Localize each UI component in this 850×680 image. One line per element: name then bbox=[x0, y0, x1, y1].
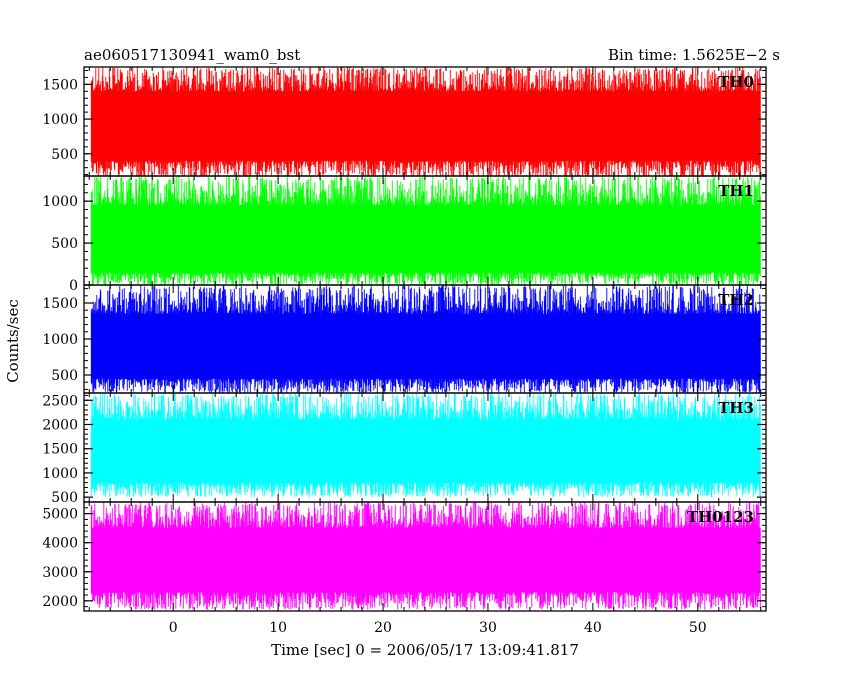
y-tick-label: 2000 bbox=[42, 594, 78, 610]
y-tick-label: 500 bbox=[51, 236, 78, 252]
x-tick-label: 10 bbox=[269, 620, 287, 636]
y-tick-label: 3000 bbox=[42, 565, 78, 581]
trace-th0123 bbox=[90, 502, 761, 610]
y-tick-label: 2000 bbox=[42, 417, 78, 433]
panel-th0123: 2000 3000 4000 5000 TH0123 bbox=[42, 501, 767, 612]
y-tick-label: 500 bbox=[51, 368, 78, 384]
header-bin-time: Bin time: 1.5625E−2 s bbox=[608, 46, 780, 64]
x-axis-label: Time [sec] 0 = 2006/05/17 13:09:41.817 bbox=[271, 641, 579, 659]
y-tick-label: 5000 bbox=[42, 507, 78, 523]
x-tick-label: 30 bbox=[479, 620, 497, 636]
panel-th1: 0 500 1000 TH1 bbox=[42, 175, 767, 294]
trace-th1 bbox=[90, 176, 761, 285]
y-tick-label: 500 bbox=[51, 147, 78, 163]
panel-th2: 500 1000 1500 TH2 bbox=[42, 284, 767, 394]
trace-th3 bbox=[90, 393, 761, 498]
x-tick-label: 20 bbox=[374, 620, 392, 636]
trace-th0 bbox=[90, 67, 761, 176]
x-tick-label: 0 bbox=[169, 620, 178, 636]
y-tick-label: 0 bbox=[69, 278, 78, 294]
y-tick-label: 1500 bbox=[42, 296, 78, 312]
panel-th3: 500 1000 1500 2000 2500 TH3 bbox=[42, 392, 767, 506]
y-tick-label: 500 bbox=[51, 490, 78, 506]
series-label: TH0123 bbox=[687, 508, 754, 526]
y-tick-label: 2500 bbox=[42, 393, 78, 409]
y-axis-label: Counts/sec bbox=[4, 299, 22, 383]
panel-th0: 500 1000 1500 TH0 bbox=[42, 66, 767, 177]
y-tick-label: 1500 bbox=[42, 442, 78, 458]
x-tick-label: 50 bbox=[689, 620, 707, 636]
series-label: TH2 bbox=[718, 291, 754, 309]
x-tick-label: 40 bbox=[584, 620, 602, 636]
y-tick-label: 1000 bbox=[42, 466, 78, 482]
y-tick-label: 1500 bbox=[42, 77, 78, 93]
header-filename: ae060517130941_wam0_bst bbox=[84, 46, 300, 64]
y-tick-label: 1000 bbox=[42, 332, 78, 348]
series-label: TH0 bbox=[718, 73, 754, 91]
trace-th2 bbox=[90, 285, 761, 393]
y-tick-label: 1000 bbox=[42, 112, 78, 128]
series-label: TH3 bbox=[718, 399, 754, 417]
y-tick-label: 4000 bbox=[42, 536, 78, 552]
y-tick-label: 1000 bbox=[42, 194, 78, 210]
series-label: TH1 bbox=[718, 182, 754, 200]
